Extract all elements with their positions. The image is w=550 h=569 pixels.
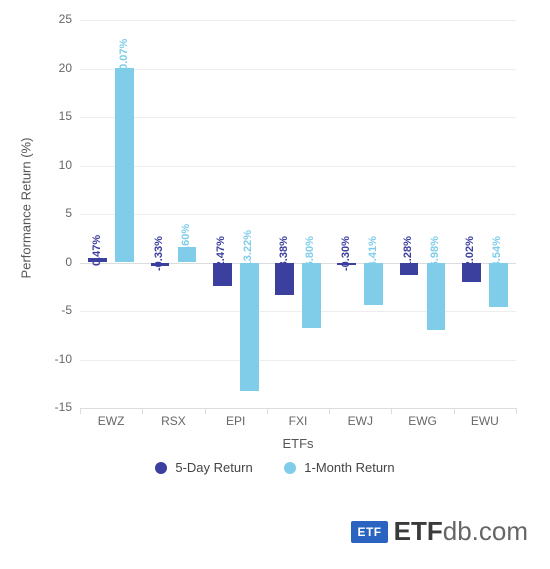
legend-item-1month: 1-Month Return bbox=[284, 460, 394, 475]
logo-text-light: db bbox=[443, 516, 472, 546]
gridline bbox=[80, 166, 516, 167]
y-tick-label: 5 bbox=[20, 206, 72, 220]
etf-performance-chart: 0.47% 20.07% -0.33% 1.60% -2.47% -13.22% -3.38… bbox=[20, 8, 530, 498]
bar-value-label: -3.38% bbox=[278, 236, 290, 271]
x-axis-title: ETFs bbox=[80, 436, 516, 451]
gridline bbox=[80, 311, 516, 312]
bar-value-label: -2.47% bbox=[215, 236, 227, 271]
bar bbox=[240, 263, 259, 391]
logo-text-bold: ETF bbox=[394, 516, 443, 546]
y-tick-label: 10 bbox=[20, 158, 72, 172]
x-category-label: EWZ bbox=[80, 414, 142, 428]
bar bbox=[302, 263, 321, 329]
bar-value-label: -0.33% bbox=[153, 236, 165, 271]
legend-label-1month: 1-Month Return bbox=[304, 460, 394, 475]
logo-text: ETFdb.com bbox=[394, 516, 528, 547]
plot-area: 0.47% 20.07% -0.33% 1.60% -2.47% -13.22% -3.38… bbox=[80, 20, 516, 408]
x-category-label: RSX bbox=[142, 414, 204, 428]
legend-swatch-1month bbox=[284, 462, 296, 474]
y-tick-label: 0 bbox=[20, 255, 72, 269]
bar-value-label: -13.22% bbox=[242, 230, 254, 271]
x-tick bbox=[516, 408, 517, 414]
bar bbox=[427, 263, 446, 331]
footer-logo: ETF ETFdb.com bbox=[351, 516, 528, 547]
bar-value-label: 1.60% bbox=[180, 224, 192, 255]
gridline bbox=[80, 263, 516, 264]
legend: 5-Day Return 1-Month Return bbox=[20, 460, 530, 477]
y-tick-label: 15 bbox=[20, 109, 72, 123]
gridline bbox=[80, 360, 516, 361]
legend-label-5day: 5-Day Return bbox=[175, 460, 252, 475]
bar-value-label: -0.30% bbox=[340, 236, 352, 271]
y-tick-label: -10 bbox=[20, 352, 72, 366]
bar-value-label: 20.07% bbox=[118, 39, 130, 76]
bar-value-label: -6.80% bbox=[304, 236, 316, 271]
logo-text-suffix: .com bbox=[472, 516, 528, 546]
y-tick-label: -15 bbox=[20, 400, 72, 414]
bar-value-label: -2.02% bbox=[464, 236, 476, 271]
bar-value-label: -6.98% bbox=[429, 236, 441, 271]
x-category-label: EPI bbox=[205, 414, 267, 428]
y-tick-label: 20 bbox=[20, 61, 72, 75]
gridline bbox=[80, 69, 516, 70]
x-category-label: EWU bbox=[454, 414, 516, 428]
logo-badge: ETF bbox=[351, 521, 387, 543]
gridline bbox=[80, 117, 516, 118]
legend-swatch-5day bbox=[155, 462, 167, 474]
bar-value-label: -4.41% bbox=[367, 236, 379, 271]
gridline bbox=[80, 20, 516, 21]
bar-value-label: 0.47% bbox=[91, 235, 103, 266]
y-tick-label: 25 bbox=[20, 12, 72, 26]
x-category-label: FXI bbox=[267, 414, 329, 428]
bar-value-label: -4.54% bbox=[491, 236, 503, 271]
x-category-label: EWJ bbox=[329, 414, 391, 428]
x-category-label: EWG bbox=[391, 414, 453, 428]
legend-item-5day: 5-Day Return bbox=[155, 460, 252, 475]
x-axis-line bbox=[80, 408, 516, 409]
bar bbox=[115, 68, 134, 263]
y-tick-label: -5 bbox=[20, 303, 72, 317]
bar-value-label: -1.28% bbox=[402, 236, 414, 271]
gridline bbox=[80, 214, 516, 215]
